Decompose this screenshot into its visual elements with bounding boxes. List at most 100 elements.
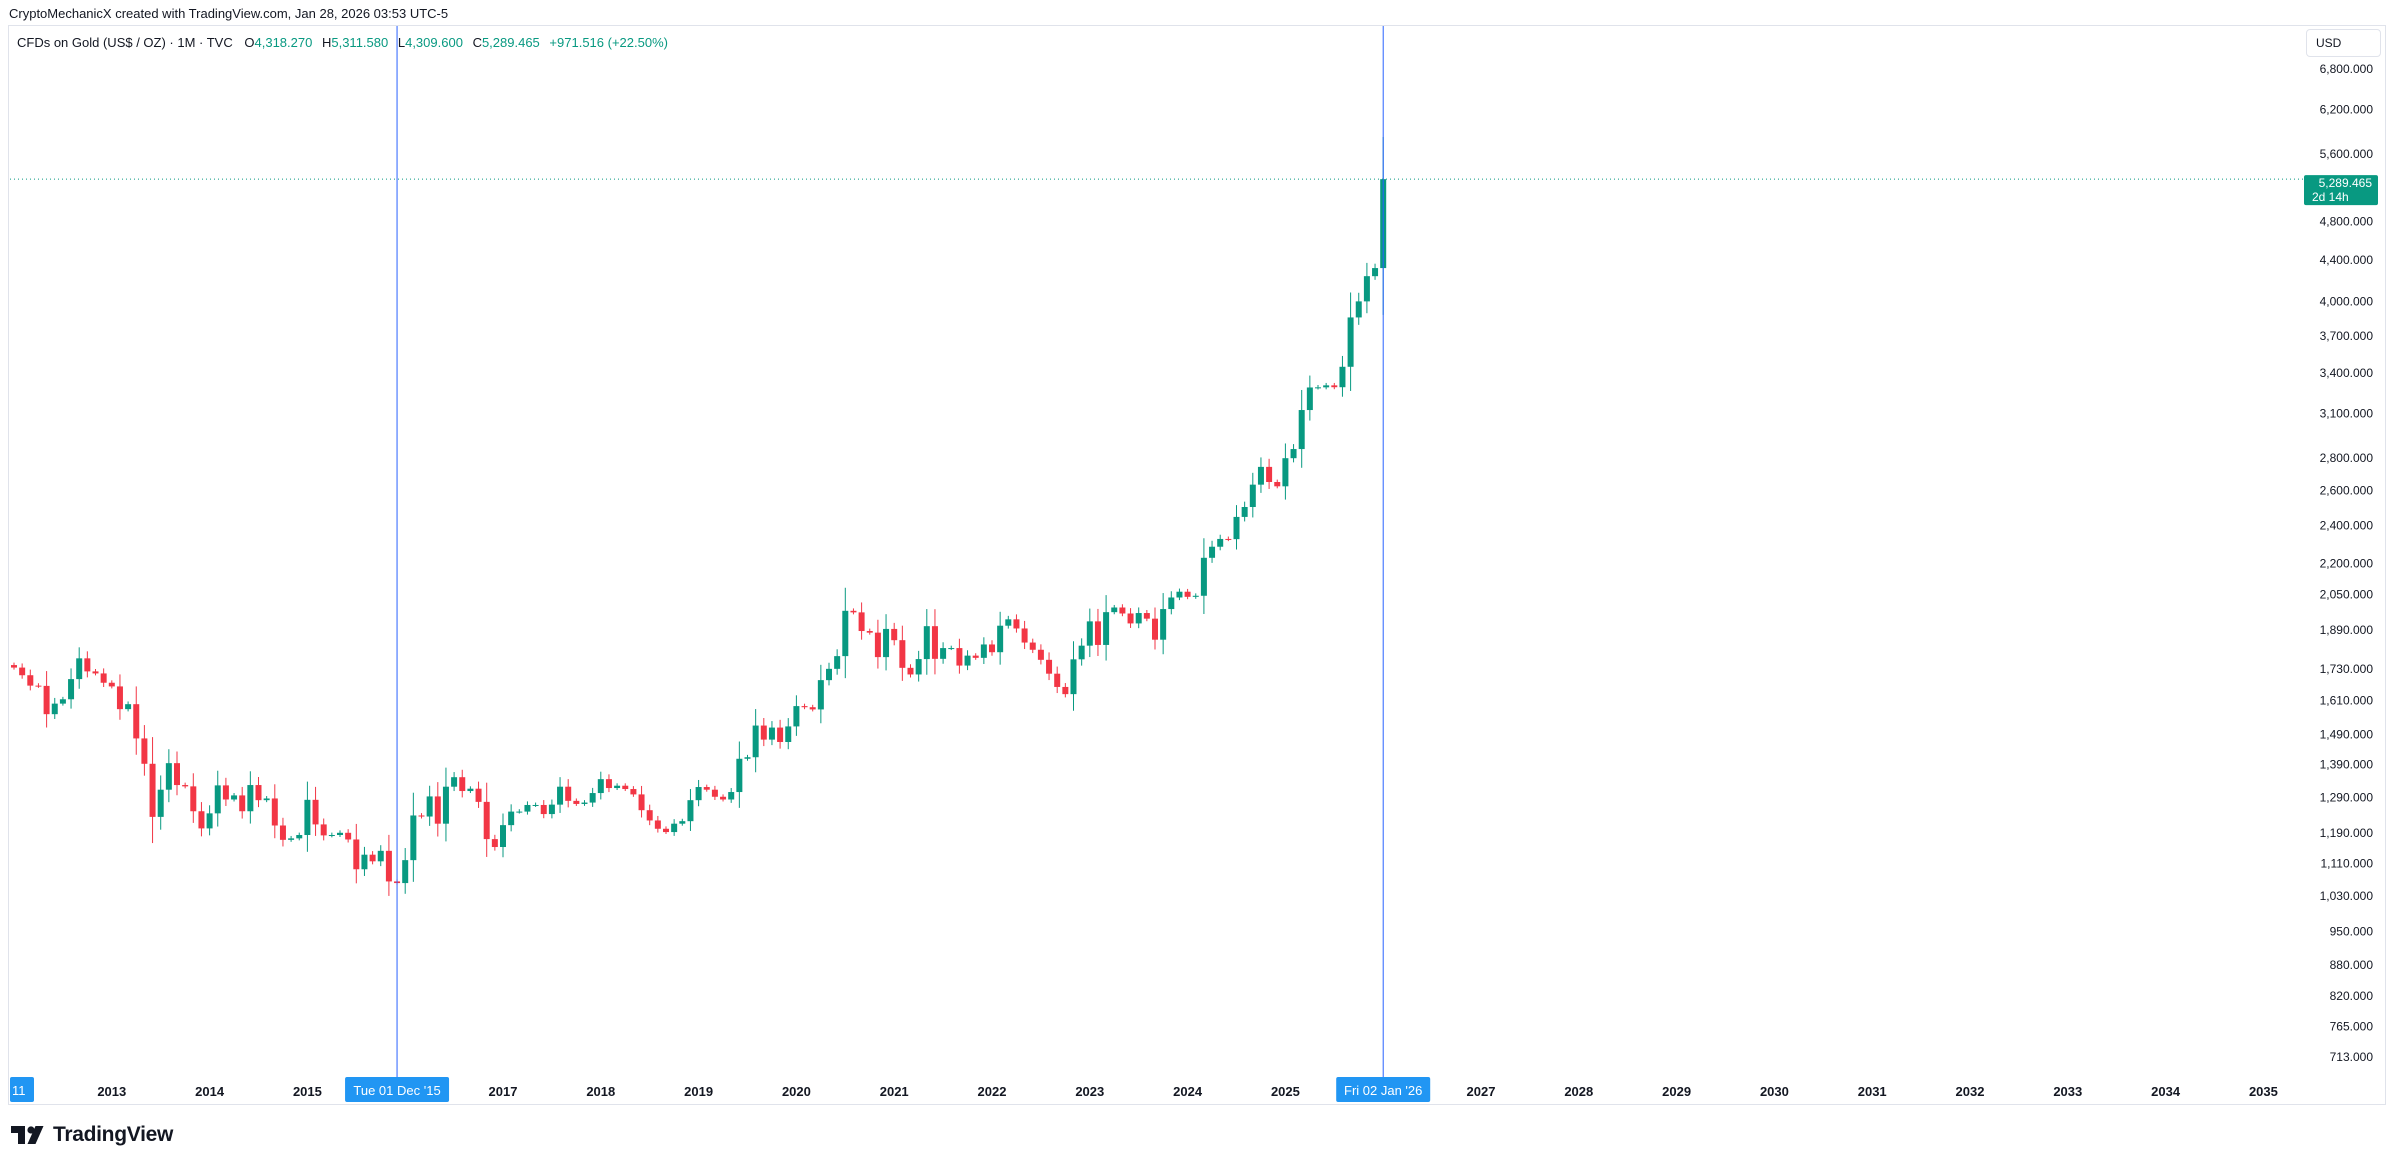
x-tick-label: 2034 — [2151, 1084, 2181, 1099]
candle-body — [279, 825, 286, 840]
candle-body — [239, 795, 246, 812]
candle-body — [206, 813, 213, 829]
x-tick-label: 2027 — [1467, 1084, 1496, 1099]
x-tick-label: 2035 — [2249, 1084, 2278, 1099]
tradingview-logo-icon — [11, 1126, 44, 1144]
candle-body — [557, 786, 564, 805]
x-tick-label: 2025 — [1271, 1084, 1300, 1099]
candle-body — [434, 796, 441, 824]
candle-body — [760, 725, 767, 740]
candle-body — [467, 788, 474, 792]
open-value: 4,318.270 — [254, 35, 313, 50]
candle-body — [858, 612, 865, 632]
x-tick-label: 2030 — [1760, 1084, 1789, 1099]
candle-body — [337, 832, 343, 836]
candle-body — [402, 860, 409, 884]
close-value: 5,289.465 — [481, 35, 540, 50]
candle-body — [508, 811, 515, 826]
candle-body — [964, 655, 971, 666]
candle-body — [27, 675, 34, 686]
y-tick-label: 3,700.000 — [2320, 329, 2374, 343]
candle-body — [744, 757, 751, 759]
candle-body — [459, 777, 466, 792]
candle-body — [1078, 645, 1085, 660]
x-tick-label: 2032 — [1956, 1084, 1985, 1099]
candle-body — [385, 850, 392, 882]
candle-body — [116, 686, 123, 710]
last-price-badge — [2304, 175, 2378, 206]
candle-body — [842, 610, 849, 657]
y-tick-label: 1,490.000 — [2320, 727, 2374, 741]
x-tick-label: 2019 — [684, 1084, 713, 1099]
y-tick-label: 2,400.000 — [2320, 518, 2374, 532]
y-tick-label: 950.000 — [2330, 924, 2374, 938]
candle-body — [43, 685, 50, 715]
y-tick-label: 820.000 — [2330, 989, 2374, 1003]
candle-body — [956, 648, 963, 666]
axes-layer: 6,800.000 6,200.000 5,600.000 4,800.000 4,40… — [97, 62, 2373, 1099]
candle-body — [980, 644, 987, 658]
candle-body — [11, 665, 17, 668]
y-tick-label: 1,030.000 — [2320, 889, 2374, 903]
candle-body — [190, 786, 197, 812]
candle-body — [92, 671, 99, 674]
footer-brand[interactable]: TradingView — [11, 1123, 173, 1147]
candle-body — [68, 679, 75, 700]
candle-body — [826, 668, 832, 681]
candle-body — [149, 763, 156, 817]
candle-body — [524, 804, 531, 812]
y-tick-label: 6,800.000 — [2320, 62, 2374, 76]
y-tick-label: 2,050.000 — [2320, 587, 2374, 601]
candle-body — [883, 628, 890, 658]
candle-body — [426, 796, 433, 817]
candle-body — [84, 658, 91, 672]
candle-body — [483, 801, 490, 840]
y-tick-label: 1,730.000 — [2320, 662, 2374, 676]
edge-date-label: 11 — [12, 1083, 26, 1098]
candle-body — [1005, 619, 1012, 626]
candle-body — [76, 658, 83, 680]
candle-body — [972, 655, 979, 658]
candle-body — [377, 850, 384, 862]
candle-body — [1184, 591, 1191, 597]
candle-body — [1372, 268, 1379, 277]
candle-body — [989, 644, 995, 653]
candle-body — [51, 703, 58, 715]
candle-body — [532, 804, 539, 806]
x-tick-label: 2033 — [2053, 1084, 2082, 1099]
candle-body — [141, 738, 148, 764]
candle-body — [304, 799, 311, 836]
candle-body — [614, 785, 621, 789]
ohlc-legend: CFDs on Gold (US$ / OZ) · 1M · TVC O4,31… — [17, 35, 668, 50]
candle-body — [834, 656, 841, 669]
x-tick-label: 2023 — [1075, 1084, 1104, 1099]
candle-body — [1029, 642, 1036, 650]
x-tick-label: 2020 — [782, 1084, 811, 1099]
x-tick-label: 2021 — [880, 1084, 909, 1099]
y-tick-label: 3,400.000 — [2320, 366, 2374, 380]
candle-body — [1103, 612, 1110, 645]
candle-body — [1094, 621, 1101, 645]
y-tick-label: 1,390.000 — [2320, 758, 2374, 772]
y-tick-label: 4,800.000 — [2320, 215, 2374, 229]
candle-body — [540, 804, 547, 815]
candle-body — [320, 824, 327, 836]
candle-body — [1347, 317, 1354, 367]
candle-body — [516, 811, 523, 813]
candle-body — [1257, 466, 1264, 485]
candle-body — [475, 788, 482, 802]
symbol-label[interactable]: CFDs on Gold (US$ / OZ) · 1M · TVC — [17, 35, 233, 50]
y-tick-label: 5,600.000 — [2320, 147, 2374, 161]
currency-selector[interactable]: USD — [2306, 29, 2381, 57]
candle-body — [255, 785, 262, 801]
candle-body — [214, 785, 221, 814]
candle-body — [809, 707, 816, 710]
candle-body — [777, 727, 784, 743]
y-tick-label: 713.000 — [2330, 1050, 2374, 1064]
candle-body — [654, 820, 661, 829]
candle-body — [345, 832, 352, 840]
candle-body — [679, 821, 686, 824]
candle-body — [1013, 619, 1020, 629]
chart-attribution: CryptoMechanicX created with TradingView… — [9, 6, 449, 21]
